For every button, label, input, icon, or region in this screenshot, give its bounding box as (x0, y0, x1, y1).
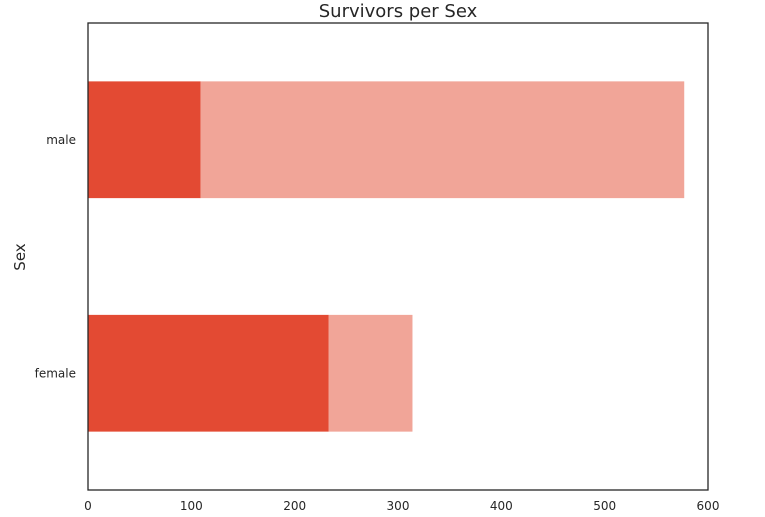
x-tick-label-400: 400 (490, 499, 513, 513)
x-tick-label-600: 600 (697, 499, 720, 513)
bars-group (88, 81, 685, 432)
y-tick-labels: female male (35, 133, 76, 381)
x-ticks: 0 100 200 300 400 500 600 (84, 499, 719, 513)
x-tick-label-300: 300 (387, 499, 410, 513)
x-tick-label-100: 100 (180, 499, 203, 513)
bar-female-segment-1 (88, 314, 329, 432)
x-tick-label-200: 200 (283, 499, 306, 513)
y-tick-label-male: male (46, 133, 76, 147)
x-tick-label-0: 0 (84, 499, 92, 513)
bar-male-segment-1 (88, 81, 201, 199)
plot-frame (87, 22, 709, 491)
bar-female-segment-2 (328, 314, 413, 432)
y-axis-label: Sex (11, 243, 29, 270)
bar-male-segment-2 (200, 81, 685, 199)
y-tick-label-female: female (35, 366, 76, 380)
x-tick-label-500: 500 (593, 499, 616, 513)
chart-title: Survivors per Sex (319, 1, 478, 22)
